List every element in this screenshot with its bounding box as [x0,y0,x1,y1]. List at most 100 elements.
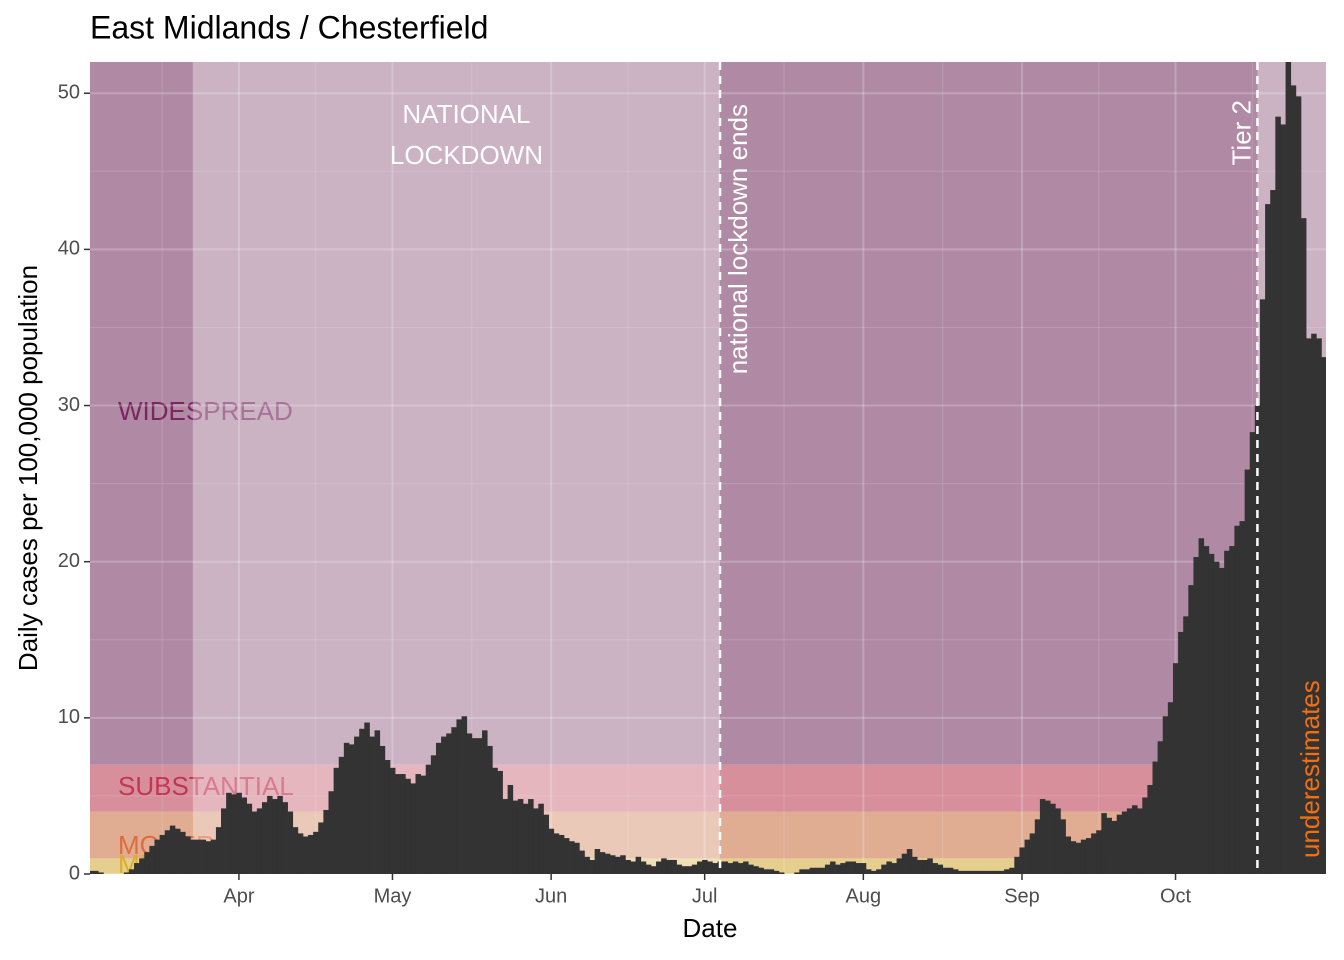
bar [937,864,944,874]
bar [732,861,739,874]
band [90,764,1326,812]
bar [1137,808,1143,874]
bar [241,797,248,874]
bar [538,803,544,874]
bar [1029,833,1036,874]
x-tick-label: Sep [1004,885,1040,907]
bar [1075,842,1082,874]
bar [441,736,447,874]
bar [292,827,299,874]
bar [1203,546,1210,874]
bar [400,774,406,874]
bar [871,870,877,874]
bar [1178,631,1184,874]
bar [737,863,744,874]
bar [824,864,831,874]
bar [1306,338,1312,874]
chart-title: East Midlands / Chesterfield [90,9,488,45]
bar [251,811,258,874]
bar [901,853,908,874]
bar [308,834,314,874]
bar [640,861,647,874]
bar [1193,557,1199,874]
bar [98,872,104,874]
bar [1126,808,1133,874]
bar [579,850,585,874]
bar [1249,432,1256,874]
bar [727,863,734,874]
bar [1198,538,1205,874]
bar [522,803,529,874]
bar [671,859,677,874]
bar [932,863,938,874]
bar [604,853,611,874]
bar [1091,833,1097,874]
bar [277,795,283,874]
bar [267,795,273,874]
bar [794,872,800,874]
bar [328,791,335,874]
bar [195,839,201,874]
bar [1183,616,1189,874]
bar [1009,867,1015,874]
event-label: Tier 2 [1226,100,1256,166]
bar [466,733,473,874]
bar [476,738,483,874]
bar [881,864,887,874]
y-tick-label: 50 [58,82,80,104]
bar [993,870,1000,874]
plot-area: MINIMALMODERATESUBSTANTIALWIDESPREADNATI… [90,62,1326,874]
bar [313,831,319,874]
bar [978,870,985,874]
bar [1275,116,1281,874]
bar [348,744,355,874]
bar [876,869,882,874]
bar [896,858,903,874]
bar [1085,838,1092,874]
x-tick-label: Oct [1160,885,1192,907]
bar [911,856,918,874]
bar [819,867,826,874]
bar [584,856,590,874]
x-tick-label: Apr [223,885,254,907]
bar [226,792,232,874]
y-tick-label: 40 [58,238,80,260]
bar [1019,847,1025,874]
bar [1157,741,1164,874]
y-tick-label: 10 [58,706,80,728]
bar [712,863,718,874]
bar [139,858,145,874]
bar [855,863,862,874]
bar [359,728,365,874]
x-tick-label: Jun [535,885,567,907]
bar [1172,663,1179,874]
bar [1259,299,1266,874]
bar [272,799,278,874]
bar [487,745,493,874]
bar [149,845,155,874]
bar [502,799,509,874]
bar [507,784,514,874]
bar [1316,338,1322,874]
bar [128,869,135,874]
bar [558,834,565,874]
bar [958,870,964,874]
bar [983,870,990,874]
bar [395,774,401,874]
bar [144,852,150,874]
bar [563,838,570,874]
bar [748,864,754,874]
bar [763,869,770,874]
bar [686,866,693,874]
bar [134,863,140,874]
bar [461,716,468,874]
bar [471,738,478,874]
bar [323,809,329,874]
bar [1101,813,1107,874]
bar [906,849,913,874]
bar [1014,856,1020,874]
bar [927,858,933,874]
bar [185,836,191,874]
y-tick-label: 20 [58,550,80,572]
bar [1024,839,1031,874]
